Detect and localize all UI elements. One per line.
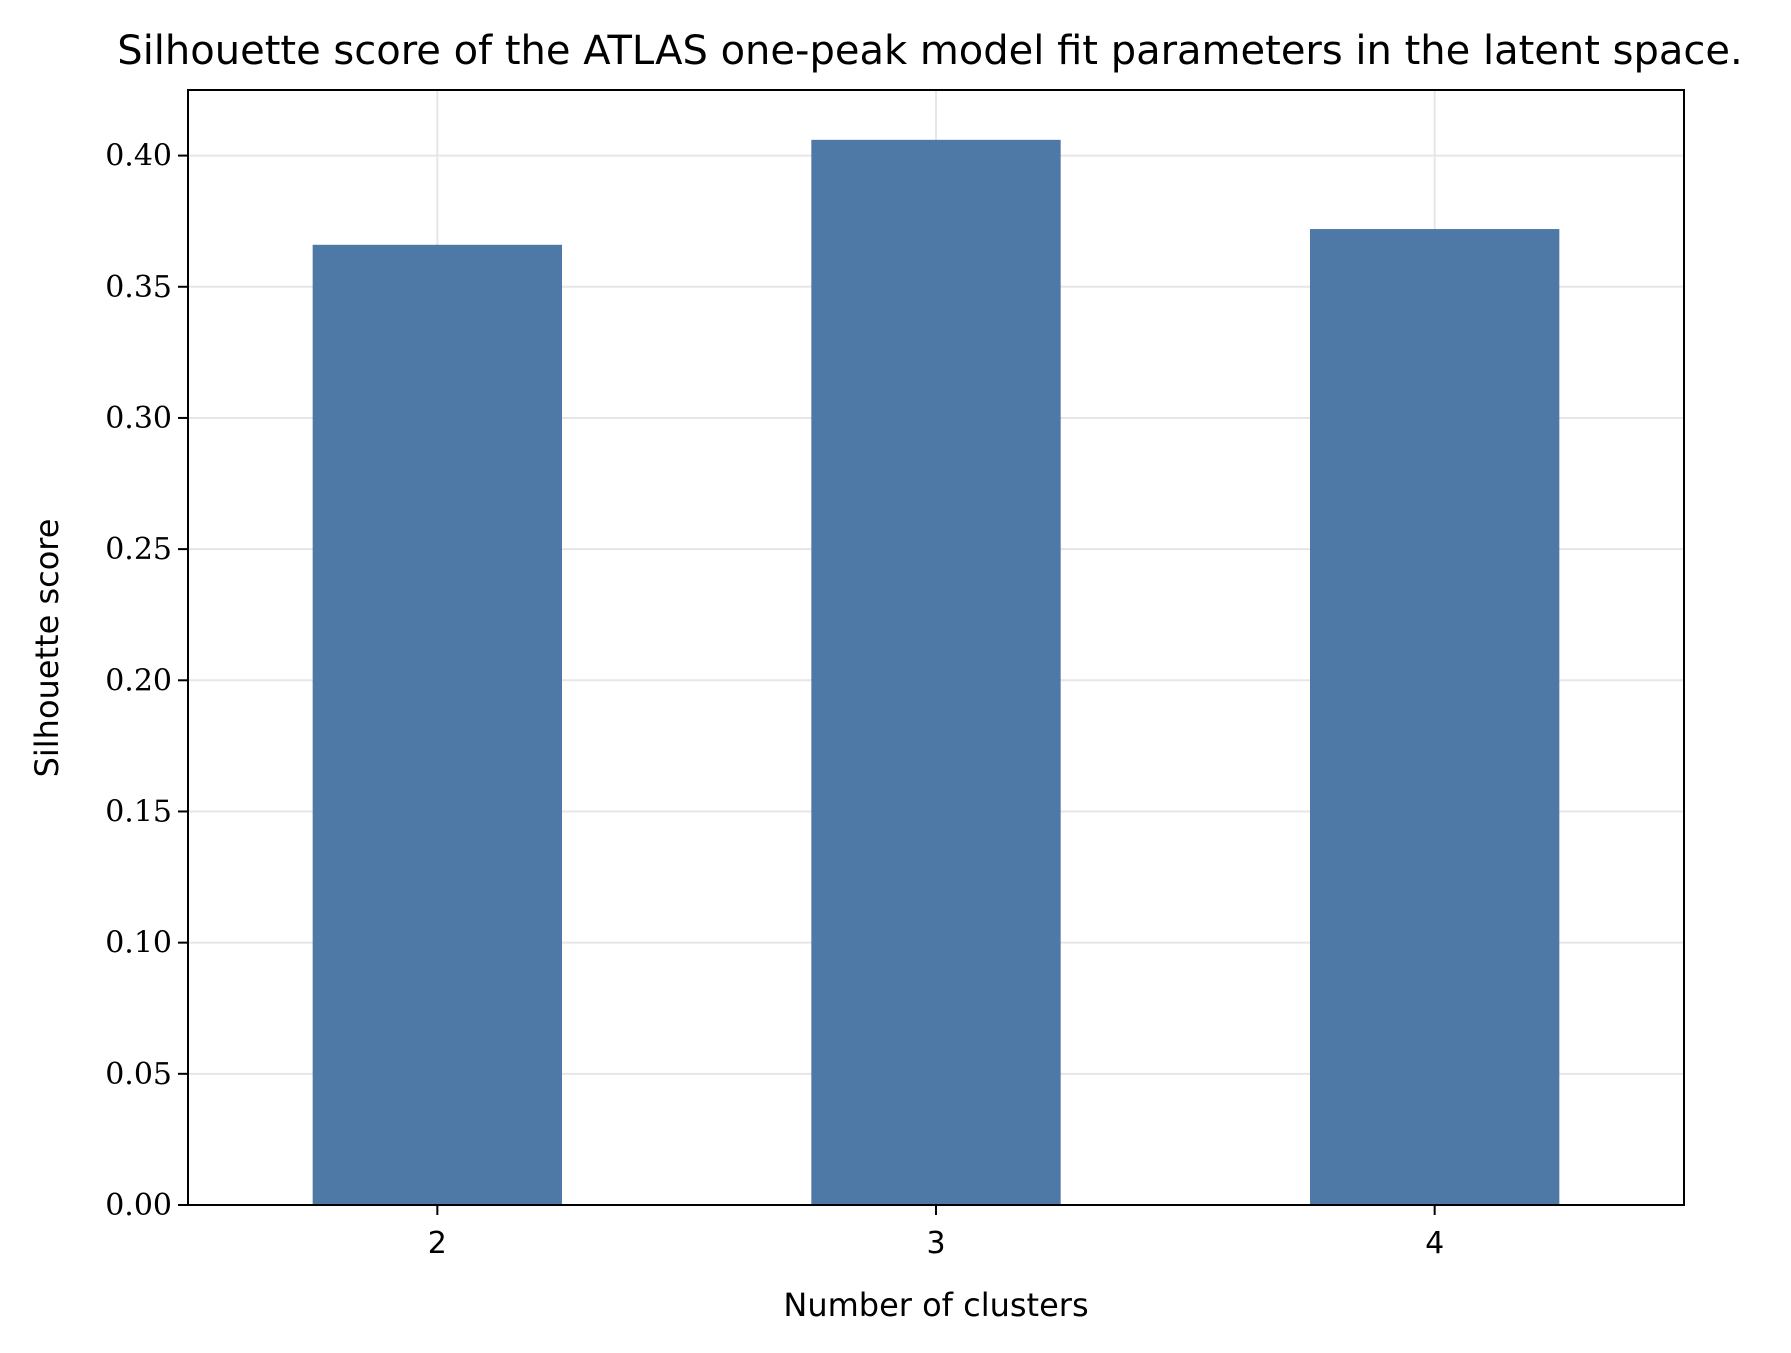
y-axis-ticks: 0.00 0.05 0.10 0.15 0.20 0.25 0.30 0.35 0.40 [105,139,188,1223]
y-tick-label: 0.15 [105,794,172,829]
x-axis-label: Number of clusters [783,1286,1088,1324]
x-axis-ticks: 2 3 4 [428,1205,1444,1261]
bar-3 [811,139,1061,1206]
y-tick-label: 0.40 [105,139,172,174]
y-tick-label: 0.35 [105,270,172,305]
y-tick-label: 0.20 [105,663,172,698]
chart-title: Silhouette score of the ATLAS one-peak m… [117,28,1742,74]
y-tick-label: 0.10 [105,926,172,961]
x-tick-label: 4 [1425,1226,1444,1261]
bars [312,139,1560,1206]
y-axis-label: Silhouette score [28,519,66,778]
y-tick-label: 0.30 [105,401,172,436]
y-tick-label: 0.25 [105,532,172,567]
x-tick-label: 3 [926,1226,945,1261]
x-tick-label: 2 [428,1226,447,1261]
y-tick-label: 0.05 [105,1057,172,1092]
bar-4 [1310,229,1560,1205]
bar-2 [312,244,562,1206]
y-tick-label: 0.00 [105,1188,172,1223]
